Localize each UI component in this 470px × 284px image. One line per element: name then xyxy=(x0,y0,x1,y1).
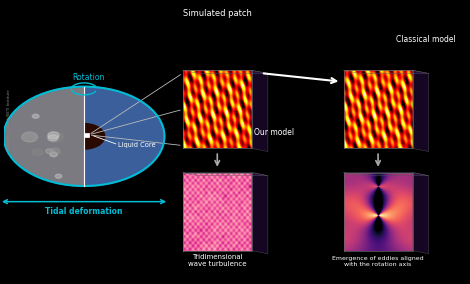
Polygon shape xyxy=(413,173,429,254)
Polygon shape xyxy=(4,87,84,186)
Polygon shape xyxy=(344,70,429,74)
Circle shape xyxy=(13,92,155,180)
Text: Liquid Core: Liquid Core xyxy=(118,142,156,148)
Circle shape xyxy=(48,135,58,141)
Circle shape xyxy=(32,114,39,118)
Circle shape xyxy=(63,124,105,149)
Text: Tridimensional
wave turbulence: Tridimensional wave turbulence xyxy=(188,254,247,267)
Circle shape xyxy=(50,152,57,157)
Bar xyxy=(344,173,413,251)
Text: NASA/JPL Caltech/SETI Institute: NASA/JPL Caltech/SETI Institute xyxy=(8,89,11,150)
Bar xyxy=(344,70,413,149)
Text: Tidal deformation: Tidal deformation xyxy=(45,207,123,216)
Polygon shape xyxy=(252,70,268,152)
Circle shape xyxy=(47,132,63,142)
Circle shape xyxy=(50,148,60,154)
Text: Emergence of eddies aligned
with the rotation axis: Emergence of eddies aligned with the rot… xyxy=(332,256,424,267)
Circle shape xyxy=(31,104,137,169)
Circle shape xyxy=(32,149,43,156)
Polygon shape xyxy=(183,173,268,176)
Polygon shape xyxy=(252,173,268,254)
Circle shape xyxy=(55,174,62,178)
Bar xyxy=(183,70,252,149)
Circle shape xyxy=(4,87,164,186)
Text: Rotation: Rotation xyxy=(72,73,105,82)
Bar xyxy=(183,173,252,251)
Polygon shape xyxy=(183,70,268,74)
Polygon shape xyxy=(413,70,429,152)
Circle shape xyxy=(22,132,38,142)
Text: Our model: Our model xyxy=(254,128,294,137)
Circle shape xyxy=(54,118,114,155)
Circle shape xyxy=(46,149,54,154)
Text: Classical model: Classical model xyxy=(397,35,456,44)
Circle shape xyxy=(48,132,59,139)
Polygon shape xyxy=(344,173,429,176)
Bar xyxy=(84,133,89,137)
Text: Simulated patch: Simulated patch xyxy=(183,9,252,18)
